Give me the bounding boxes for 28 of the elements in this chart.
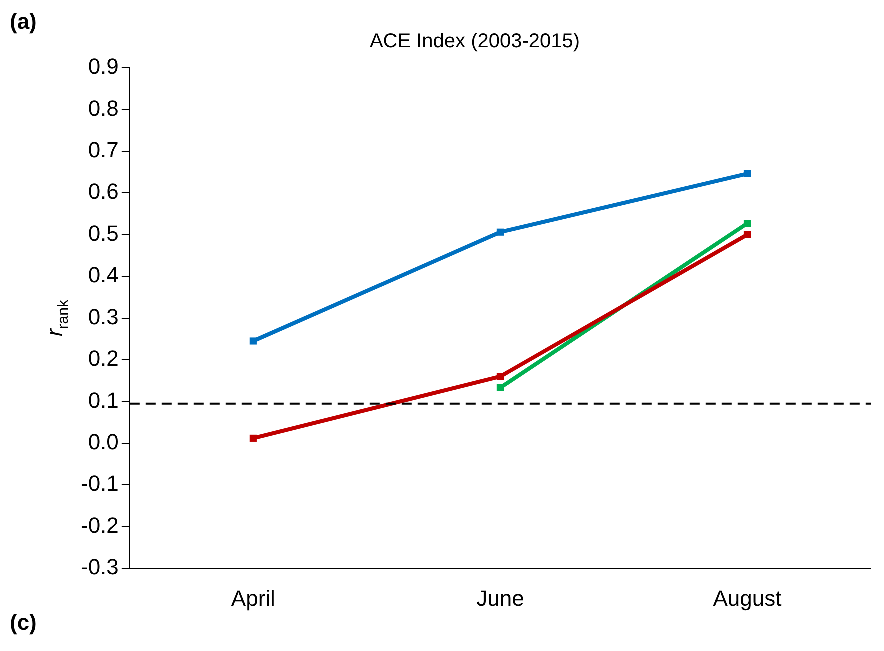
y-tick-label: 0.8 [88, 96, 119, 121]
chart-title: ACE Index (2003-2015) [370, 30, 580, 53]
point [496, 373, 504, 380]
point [496, 384, 504, 392]
y-tick-label: 0.3 [88, 304, 119, 330]
point [250, 338, 257, 345]
point [744, 220, 752, 228]
y-tick-label: 0.6 [88, 179, 119, 204]
point [744, 170, 752, 178]
y-tick-label: 0.2 [88, 346, 119, 372]
y-tick-label: 0.9 [88, 54, 119, 80]
x-tick-label: August [713, 586, 782, 611]
point [250, 434, 257, 442]
y-tick-label: 0.7 [88, 137, 119, 162]
point [496, 228, 504, 236]
y-tick-label: -0.3 [80, 554, 119, 580]
y-tick-label: -0.2 [80, 512, 119, 538]
text: (a) [10, 9, 37, 34]
x-tick-label: June [476, 586, 524, 611]
y-tick-label: 0.5 [88, 220, 119, 246]
y-tick-label: 0.4 [88, 262, 119, 288]
y-tick-label: 0.1 [88, 388, 119, 413]
point [744, 231, 752, 238]
text: (c) [10, 610, 37, 636]
y-tick-label: -0.1 [80, 471, 119, 496]
y-tick-label: 0.0 [88, 430, 119, 455]
y-axis-title: rrank [42, 300, 72, 337]
x-tick-label: April [231, 586, 276, 611]
